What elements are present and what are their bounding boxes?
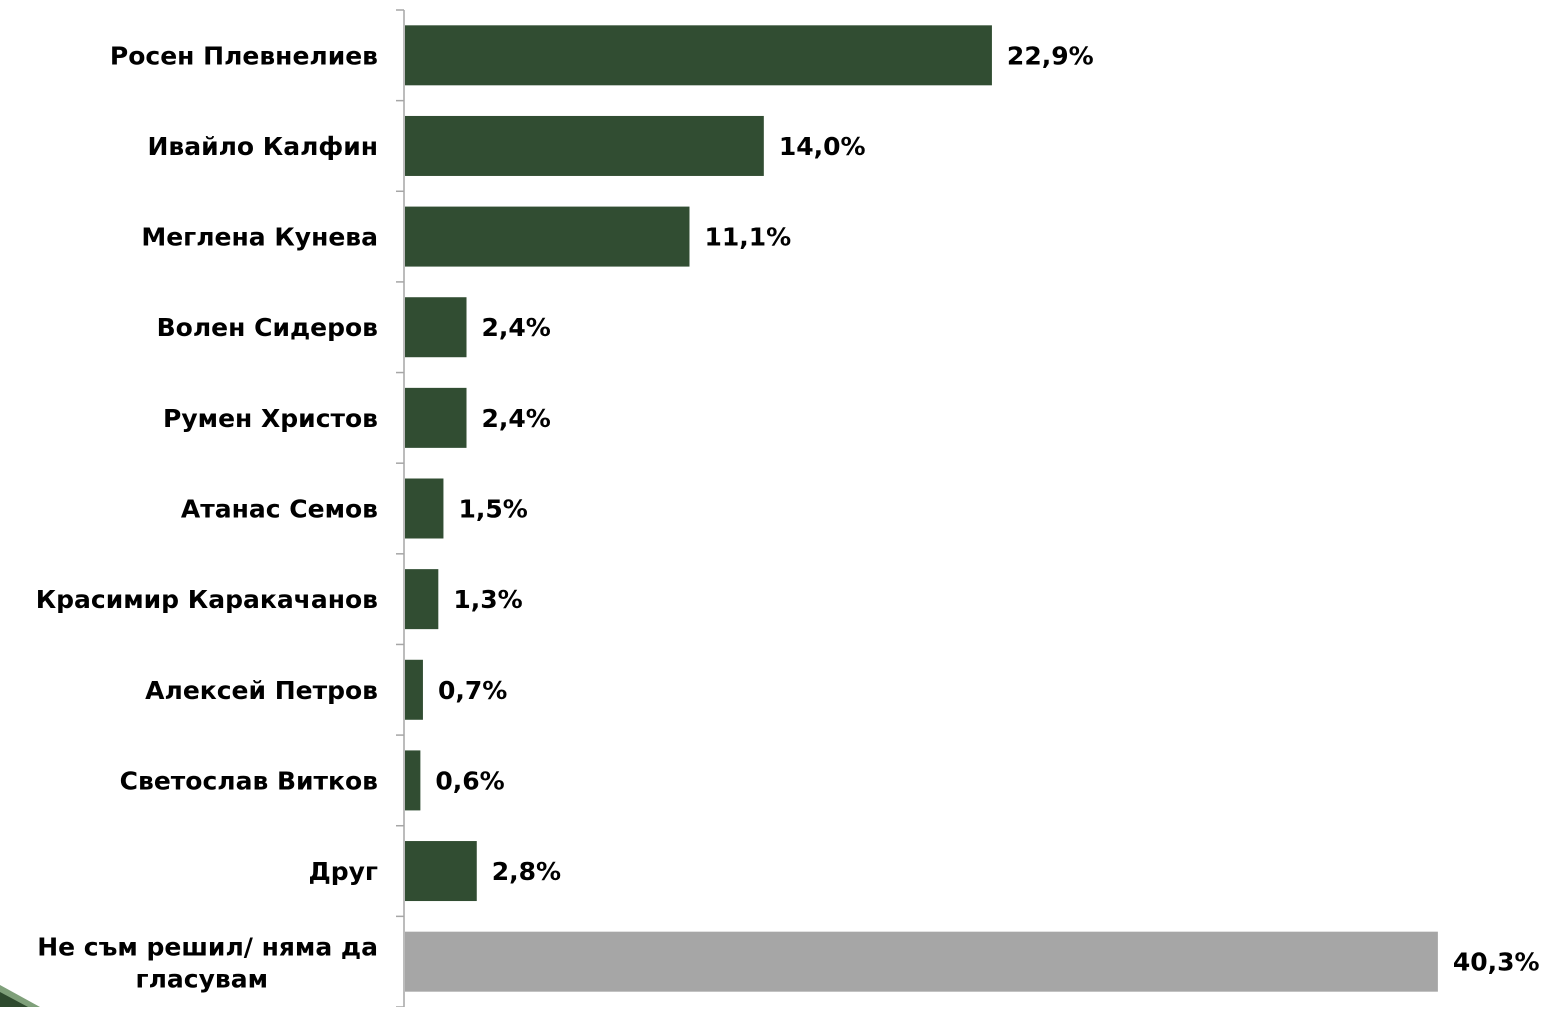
bar (405, 750, 421, 811)
data-label: 0,7% (438, 676, 507, 705)
data-label: 14,0% (779, 132, 866, 161)
data-label: 40,3% (1453, 948, 1540, 977)
category-label: Меглена Кунева (141, 223, 378, 252)
category-label: Красимир Каракачанов (36, 585, 378, 614)
bar (405, 659, 423, 720)
data-label: 2,8% (492, 857, 561, 886)
data-label: 2,4% (482, 313, 551, 342)
category-label: Волен Сидеров (157, 313, 378, 342)
category-label: Не съм решил/ няма да гласувам (37, 933, 378, 994)
bar (405, 115, 764, 176)
category-label: Светослав Витков (120, 766, 378, 795)
bar (405, 478, 444, 539)
bar (405, 25, 992, 86)
bar (405, 297, 467, 358)
category-label: Друг (308, 857, 378, 886)
corner-shape-dark (0, 992, 28, 1007)
category-label: Ивайло Калфин (147, 132, 378, 161)
data-label: 1,5% (458, 495, 527, 524)
data-label: 11,1% (704, 223, 791, 252)
data-label: 0,6% (435, 766, 504, 795)
category-label: Алексей Петров (145, 676, 378, 705)
bar (405, 841, 477, 902)
category-label: Росен Плевнелиев (110, 41, 378, 70)
data-label: 1,3% (453, 585, 522, 614)
bar (405, 387, 467, 448)
bar (405, 206, 690, 267)
category-label: Атанас Семов (181, 495, 378, 524)
corner-decoration (0, 985, 40, 1007)
category-label: Румен Христов (163, 404, 378, 433)
bar (405, 931, 1438, 992)
data-label: 22,9% (1007, 41, 1094, 70)
bar (405, 569, 439, 630)
data-label: 2,4% (482, 404, 551, 433)
